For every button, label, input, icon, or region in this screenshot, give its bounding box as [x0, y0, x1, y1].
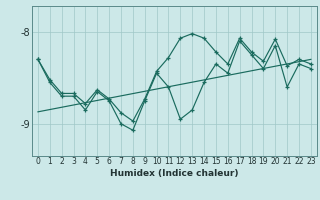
X-axis label: Humidex (Indice chaleur): Humidex (Indice chaleur)	[110, 169, 239, 178]
